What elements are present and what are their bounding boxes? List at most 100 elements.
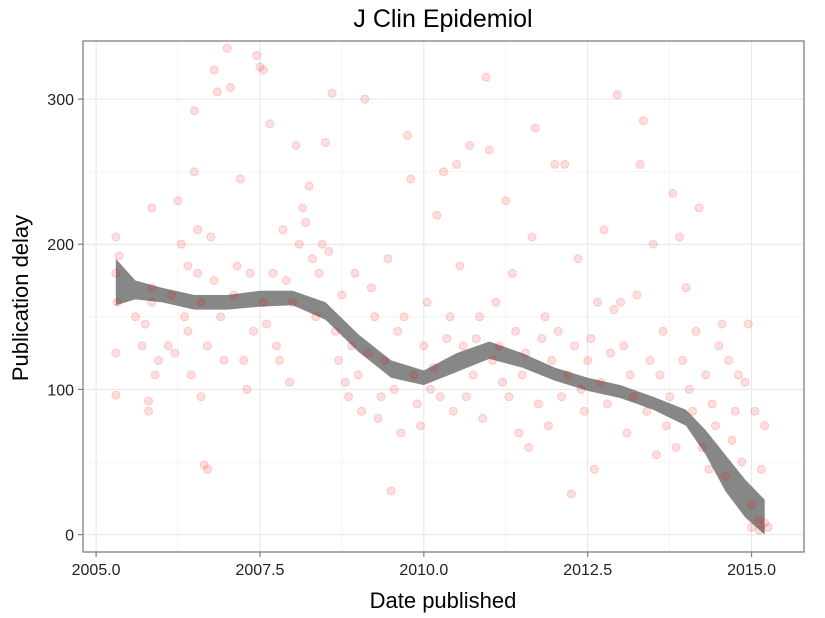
plot-panel-border: [82, 40, 805, 553]
data-point: [429, 363, 439, 373]
data-point: [222, 43, 232, 53]
data-point: [537, 334, 547, 344]
data-point: [507, 268, 517, 278]
data-point: [383, 254, 393, 264]
data-point: [291, 141, 301, 150]
data-point: [314, 268, 324, 278]
data-point: [144, 396, 153, 406]
data-point: [478, 413, 488, 423]
data-point: [275, 355, 285, 365]
data-point: [668, 188, 678, 198]
data-point: [648, 239, 658, 249]
data-point: [334, 355, 344, 365]
data-point: [540, 312, 550, 322]
data-point: [458, 341, 468, 351]
data-point: [412, 399, 422, 409]
data-point: [167, 290, 176, 300]
data-point: [573, 254, 583, 264]
data-point: [258, 297, 268, 307]
data-point: [147, 283, 157, 293]
data-point: [203, 341, 212, 351]
data-point: [756, 464, 766, 474]
data-point: [665, 392, 675, 402]
data-point: [452, 159, 462, 169]
data-point: [219, 355, 229, 365]
data-point: [652, 450, 661, 460]
data-point: [324, 247, 334, 256]
data-point: [511, 326, 521, 336]
data-point: [589, 464, 599, 474]
data-point: [704, 464, 714, 474]
data-point: [642, 406, 652, 416]
data-point: [419, 341, 429, 351]
x-axis-title: Date published: [370, 588, 517, 613]
data-point: [625, 370, 635, 380]
data-point: [747, 501, 757, 510]
data-point: [360, 94, 370, 104]
chart-title: J Clin Epidemiol: [353, 5, 532, 33]
data-point: [206, 232, 216, 242]
data-point: [203, 464, 212, 474]
data-point: [373, 413, 383, 423]
data-point: [278, 225, 288, 235]
data-point: [330, 326, 340, 336]
data-point: [629, 392, 639, 402]
data-point: [425, 384, 435, 394]
data-point: [697, 443, 707, 452]
data-point: [196, 297, 206, 307]
data-point: [265, 119, 275, 129]
data-point: [232, 261, 242, 271]
data-point: [701, 370, 711, 380]
data-point: [484, 145, 494, 155]
data-point: [147, 297, 157, 307]
data-point: [684, 384, 694, 394]
data-point: [593, 297, 602, 307]
data-point: [678, 355, 688, 365]
data-point: [248, 326, 258, 336]
data-point: [514, 428, 524, 438]
data-point: [504, 392, 514, 402]
data-point: [363, 348, 373, 358]
data-point: [389, 384, 399, 394]
data-point: [327, 88, 337, 98]
data-point: [111, 268, 121, 278]
data-point: [321, 138, 330, 148]
data-point: [366, 283, 376, 293]
data-point: [317, 239, 327, 249]
data-point: [553, 326, 563, 336]
data-point: [576, 384, 586, 394]
data-point: [520, 348, 530, 358]
data-point: [494, 341, 504, 351]
data-point: [566, 489, 576, 499]
data-point: [586, 334, 596, 344]
data-point: [501, 196, 511, 206]
data-point: [465, 141, 475, 150]
data-point: [396, 428, 406, 438]
data-point: [393, 326, 403, 336]
y-tick-label: 100: [47, 382, 74, 399]
data-point: [144, 406, 153, 416]
data-point: [448, 406, 458, 416]
data-point: [530, 123, 540, 133]
data-point: [442, 334, 452, 344]
data-point: [176, 239, 186, 249]
data-point: [258, 65, 268, 75]
data-point: [498, 377, 507, 387]
data-point: [199, 460, 209, 470]
data-point: [488, 355, 498, 365]
data-point: [622, 428, 632, 438]
data-point: [163, 341, 173, 351]
data-point: [416, 421, 426, 431]
data-point: [298, 203, 308, 213]
data-point: [406, 174, 416, 184]
data-point: [242, 384, 252, 394]
data-point: [635, 159, 645, 169]
data-point: [153, 355, 163, 365]
data-point: [193, 268, 203, 278]
data-point: [675, 232, 684, 242]
data-point: [468, 370, 478, 380]
data-point: [209, 65, 219, 75]
data-point: [216, 312, 226, 322]
y-tick-label: 200: [47, 237, 74, 254]
data-point: [189, 106, 199, 116]
